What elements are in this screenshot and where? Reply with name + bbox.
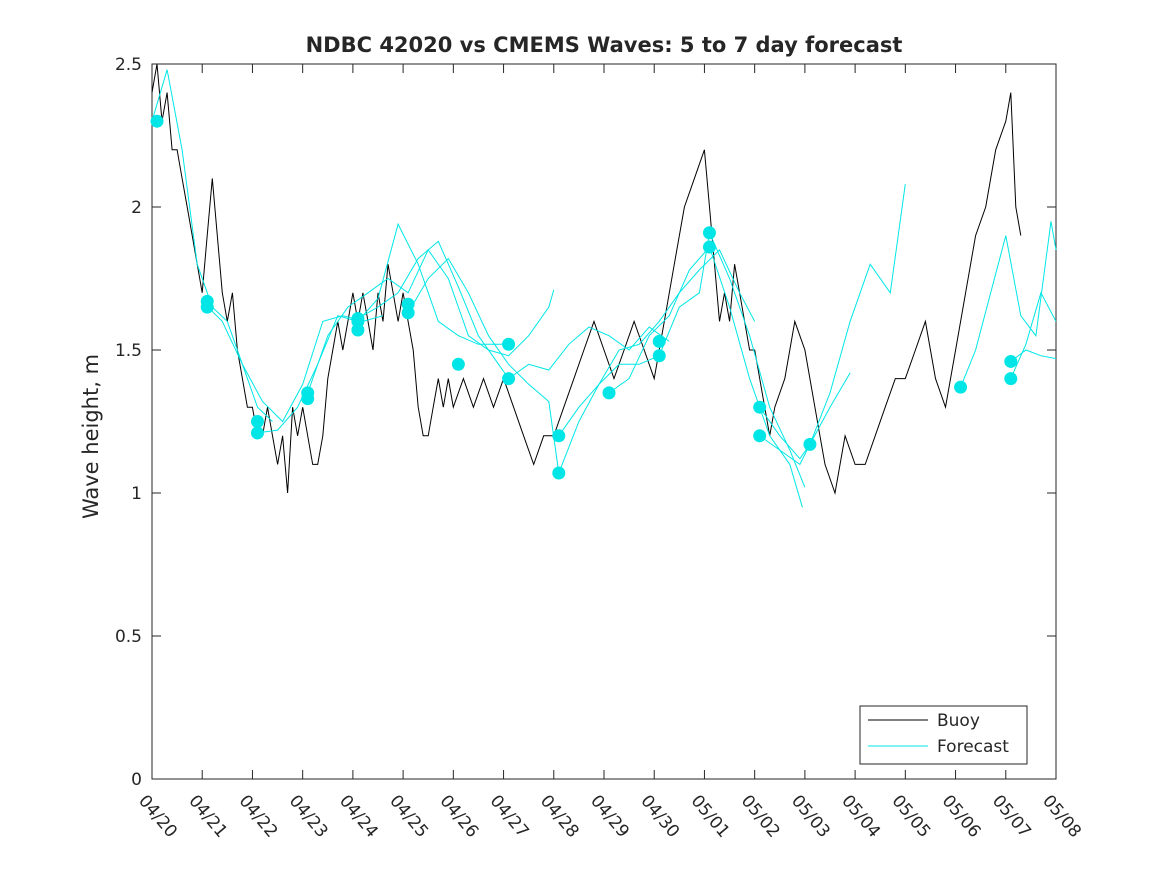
y-tick-label: 2.5 <box>115 55 142 75</box>
legend: Buoy Forecast <box>859 705 1028 765</box>
forecast-marker <box>150 114 164 128</box>
forecast-line <box>407 249 756 475</box>
forecast-marker <box>803 437 817 451</box>
forecast-marker <box>451 357 465 371</box>
y-tick: 0.5 <box>115 627 1056 647</box>
forecast-line <box>759 184 906 466</box>
y-tick: 2 <box>131 198 1056 218</box>
chart-title: NDBC 42020 vs CMEMS Waves: 5 to 7 day fo… <box>306 33 903 57</box>
forecast-markers <box>150 114 1018 480</box>
legend-box <box>859 705 1028 765</box>
forecast-line <box>960 221 1057 388</box>
forecast-line <box>1010 291 1057 379</box>
forecast-marker <box>702 226 716 240</box>
forecast-marker <box>250 415 264 428</box>
forecast-line <box>257 222 509 434</box>
y-tick: 1 <box>131 484 1056 504</box>
forecast-marker <box>1004 372 1018 386</box>
forecast-marker <box>552 466 566 480</box>
forecast-marker <box>401 306 415 320</box>
y-tick-label: 0.5 <box>115 627 142 647</box>
forecast-marker <box>652 349 666 363</box>
forecast-marker <box>200 300 214 314</box>
legend-label-forecast: Forecast <box>937 737 1009 757</box>
y-axis-label: Wave height, m <box>79 354 103 519</box>
forecast-marker <box>702 240 716 254</box>
forecast-marker <box>753 429 767 443</box>
forecast-line <box>759 372 851 460</box>
forecast-line <box>1010 349 1057 362</box>
forecast-marker <box>552 429 566 443</box>
forecast-marker <box>1004 354 1018 368</box>
y-tick-label: 1.5 <box>115 341 142 361</box>
y-tick: 2.5 <box>115 55 1056 75</box>
forecast-marker <box>502 372 516 386</box>
y-tick-label: 0 <box>131 770 142 790</box>
forecast-marker <box>250 426 264 440</box>
forecast-line <box>558 230 806 488</box>
forecast-marker <box>301 392 315 406</box>
y-tick-label: 2 <box>131 198 142 218</box>
forecast-marker <box>652 334 666 348</box>
y-tick-label: 1 <box>131 484 142 504</box>
plot-frame <box>151 63 1057 780</box>
forecast-marker <box>753 400 767 414</box>
forecast-marker <box>351 323 365 337</box>
forecast-line <box>307 248 555 394</box>
forecast-marker <box>602 386 616 400</box>
forecast-marker <box>954 380 968 394</box>
y-axis: 0 0.5 1 1.5 2 2.5 <box>115 55 1056 790</box>
forecast-marker <box>502 337 516 351</box>
plot-area <box>151 63 1057 780</box>
forecast-line <box>357 240 670 380</box>
y-tick: 1.5 <box>115 341 1056 361</box>
legend-label-buoy: Buoy <box>937 711 980 731</box>
y-tick: 0 <box>131 770 1056 790</box>
